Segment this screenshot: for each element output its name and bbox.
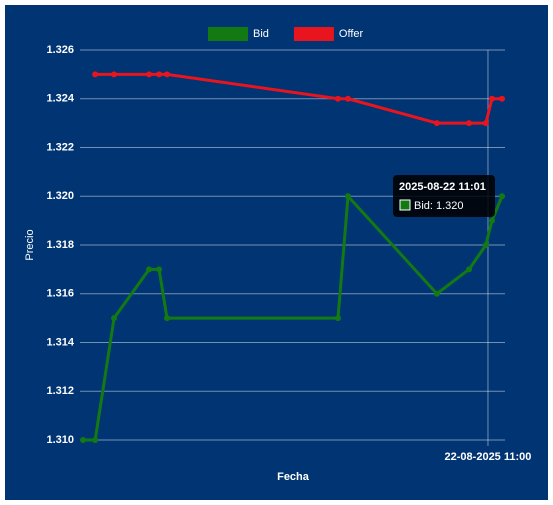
data-point <box>334 315 341 322</box>
data-point <box>488 95 495 102</box>
data-point <box>156 71 163 78</box>
data-point <box>92 71 99 78</box>
y-tick-label: 1.322 <box>46 141 74 153</box>
data-point <box>156 266 163 273</box>
chart-background <box>5 5 548 500</box>
y-tick-label: 1.318 <box>46 239 74 251</box>
legend-swatch <box>293 27 334 41</box>
data-point <box>146 266 153 273</box>
data-point <box>334 95 341 102</box>
data-point <box>466 266 473 273</box>
data-point <box>164 315 171 322</box>
data-point <box>488 217 495 224</box>
legend-item: Offer <box>293 27 364 41</box>
y-tick-label: 1.314 <box>46 336 74 348</box>
data-point <box>498 193 505 200</box>
tooltip: 2025-08-22 11:01 Bid: 1.320 <box>393 175 495 217</box>
tooltip-label: Bid: 1.320 <box>414 200 464 212</box>
x-tick-label: 22-08-2025 11:00 <box>445 451 532 463</box>
data-point <box>92 437 99 443</box>
data-point <box>345 95 352 102</box>
data-point <box>111 71 118 78</box>
series-line <box>95 72 502 125</box>
y-tick-label: 1.316 <box>46 288 74 300</box>
legend-label: Offer <box>339 28 364 40</box>
y-tick-label: 1.326 <box>46 44 74 56</box>
legend-item: Bid <box>208 27 269 41</box>
y-tick-label: 1.312 <box>46 385 74 397</box>
data-point <box>498 95 505 102</box>
data-point <box>482 242 489 248</box>
data-point <box>345 193 352 200</box>
y-axis-label: Precio <box>24 229 36 260</box>
y-tick-label: 1.320 <box>46 190 74 202</box>
data-point <box>466 120 473 127</box>
data-point <box>433 120 440 127</box>
tooltip-swatch <box>399 199 411 211</box>
data-point <box>80 437 87 443</box>
data-point <box>482 120 489 127</box>
data-point <box>164 71 171 78</box>
data-point <box>433 290 440 297</box>
tooltip-box <box>393 175 495 217</box>
y-tick-label: 1.324 <box>46 93 74 105</box>
legend-swatch <box>208 27 248 41</box>
data-point <box>111 315 118 322</box>
x-axis-label: Fecha <box>277 471 310 483</box>
y-tick-label: 1.310 <box>46 434 74 446</box>
tooltip-title: 2025-08-22 11:01 <box>399 181 486 193</box>
data-point <box>146 71 153 78</box>
legend-label: Bid <box>253 28 269 40</box>
